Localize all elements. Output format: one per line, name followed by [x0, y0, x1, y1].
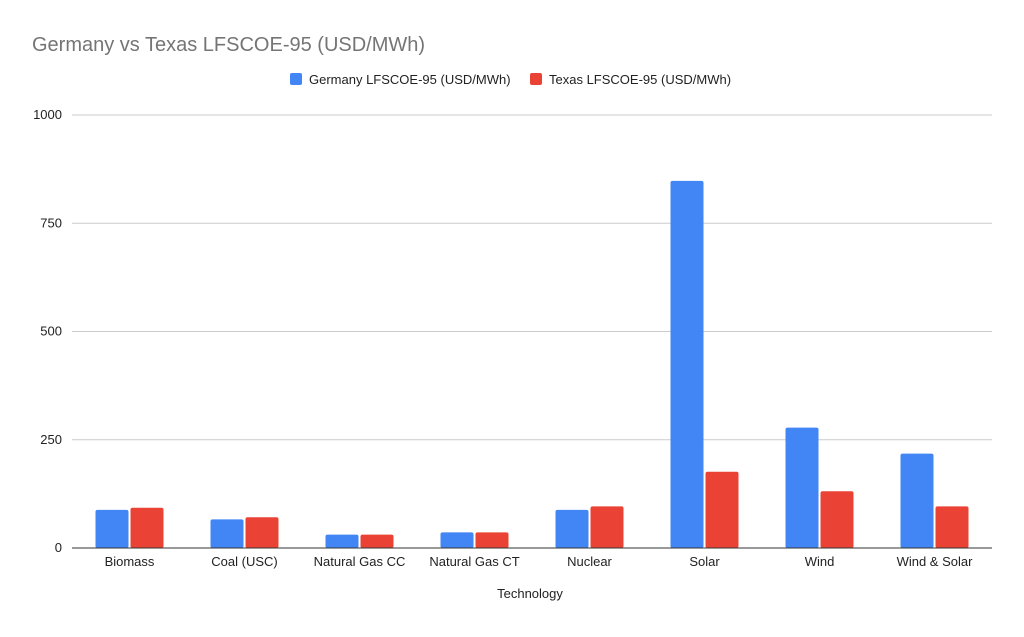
y-tick-label: 750	[40, 215, 62, 230]
bar-texas	[475, 532, 509, 548]
y-tick-label: 500	[40, 324, 62, 339]
bar-germany	[95, 509, 129, 548]
bar-germany	[325, 534, 359, 548]
y-tick-label: 1000	[33, 107, 62, 122]
x-tick-label: Solar	[689, 554, 720, 569]
legend-label-germany: Germany LFSCOE-95 (USD/MWh)	[309, 72, 511, 87]
legend-swatch-germany	[290, 73, 302, 85]
bar-texas	[705, 471, 739, 548]
x-tick-label: Wind	[805, 554, 835, 569]
bar-germany	[785, 427, 819, 548]
bar-texas	[590, 506, 624, 548]
bar-germany	[670, 180, 704, 549]
y-tick-label: 250	[40, 432, 62, 447]
bar-germany	[900, 453, 934, 548]
bar-texas	[935, 506, 969, 548]
x-tick-label: Nuclear	[567, 554, 612, 569]
x-axis-label: Technology	[497, 586, 563, 601]
x-tick-label: Natural Gas CC	[314, 554, 406, 569]
x-tick-label: Wind & Solar	[897, 554, 974, 569]
bar-texas	[820, 491, 854, 548]
legend: Germany LFSCOE-95 (USD/MWh) Texas LFSCOE…	[290, 72, 731, 87]
legend-label-texas: Texas LFSCOE-95 (USD/MWh)	[549, 72, 731, 87]
bar-germany	[210, 519, 244, 548]
bar-germany	[440, 532, 474, 548]
bars	[95, 180, 969, 549]
x-tick-label: Biomass	[105, 554, 155, 569]
x-tick-label: Natural Gas CT	[429, 554, 519, 569]
bar-germany	[555, 509, 589, 548]
bar-texas	[130, 507, 164, 548]
legend-swatch-texas	[530, 73, 542, 85]
chart-title: Germany vs Texas LFSCOE-95 (USD/MWh)	[32, 34, 425, 56]
y-tick-label: 0	[55, 540, 62, 555]
gridlines	[72, 114, 992, 441]
y-axis-tick-labels: 0 250 500 750 1000	[33, 107, 62, 555]
x-axis-tick-labels: Biomass Coal (USC) Natural Gas CC Natural G…	[105, 554, 974, 569]
bar-texas	[360, 534, 394, 548]
x-tick-label: Coal (USC)	[211, 554, 277, 569]
bar-texas	[245, 517, 279, 548]
